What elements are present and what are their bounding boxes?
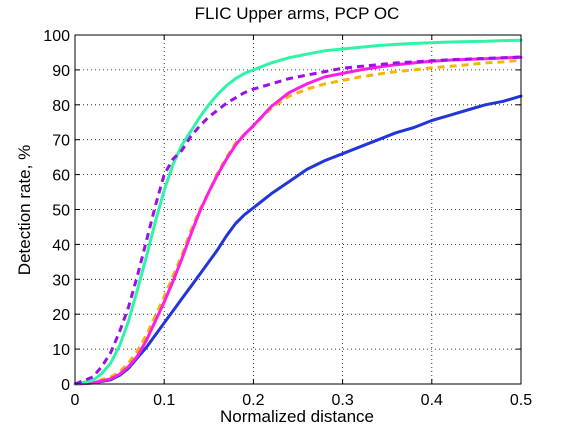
y-tick-label: 50 [52, 203, 70, 220]
series-line-1 [73, 94, 523, 386]
series-lines [73, 38, 523, 386]
x-tick-label: 0.3 [331, 392, 353, 409]
series-line-3 [73, 55, 523, 386]
axis-ticks: 0 0.1 0.2 0.3 0.4 0.5 0 10 20 30 40 50 60 70 80 90 100 [43, 28, 532, 409]
y-tick-label: 40 [52, 237, 70, 254]
x-tick-label: 0.1 [153, 392, 175, 409]
y-tick-label: 10 [52, 342, 70, 359]
series-line-4 [73, 38, 523, 386]
x-tick-label: 0.5 [510, 392, 532, 409]
y-tick-label: 70 [52, 133, 70, 150]
x-tick-label: 0.4 [421, 392, 443, 409]
y-tick-label: 90 [52, 63, 70, 80]
x-axis-label: Normalized distance [220, 407, 374, 426]
series-line-5 [74, 55, 522, 386]
y-tick-label: 60 [52, 168, 70, 185]
y-tick-label: 20 [52, 307, 70, 324]
x-tick-label: 0.2 [242, 392, 264, 409]
x-tick-label: 0 [71, 392, 80, 409]
y-tick-label: 30 [52, 272, 70, 289]
y-tick-label: 80 [52, 98, 70, 115]
y-axis-label: Detection rate, % [15, 145, 34, 275]
y-tick-label: 0 [61, 377, 70, 394]
chart-title: FLIC Upper arms, PCP OC [195, 4, 400, 23]
y-tick-label: 100 [43, 28, 70, 45]
series-line-2 [74, 58, 522, 386]
